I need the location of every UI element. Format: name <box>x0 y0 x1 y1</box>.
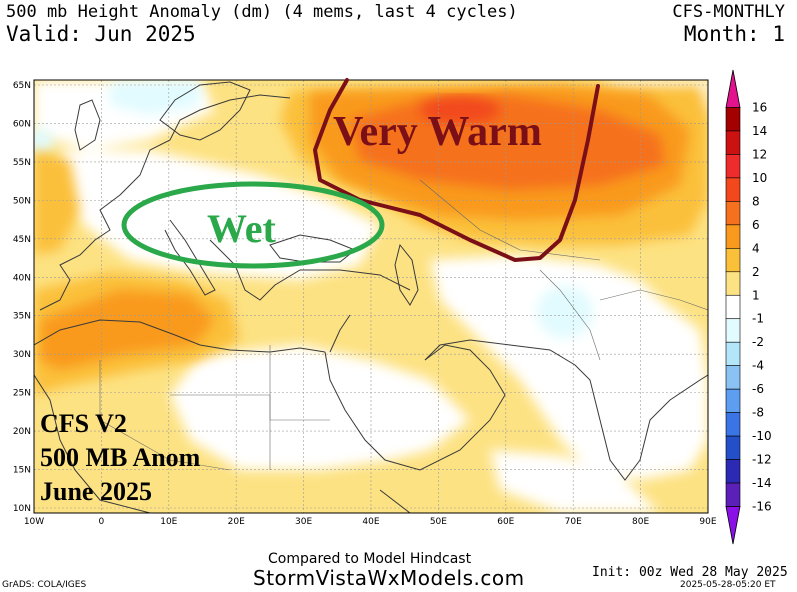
lon-label: 0 <box>99 517 105 527</box>
site-name: StormVistaWxModels.com <box>253 566 525 590</box>
lat-label: 15N <box>13 466 31 476</box>
caption-line-1: CFS V2 <box>40 409 127 438</box>
lat-label: 50N <box>13 196 31 206</box>
colorbar-swatch <box>725 482 741 507</box>
lon-label: 30E <box>295 517 312 527</box>
lon-label: 20E <box>228 517 245 527</box>
lon-label: 80E <box>632 517 649 527</box>
colorbar-label: -14 <box>752 476 772 490</box>
plot-frame <box>33 79 709 514</box>
colorbar-label: -8 <box>752 406 764 420</box>
colorbar-label: 14 <box>752 124 767 138</box>
wet-label: Wet <box>207 206 277 251</box>
colorbar-swatch <box>725 435 741 460</box>
colorbar-swatch <box>725 107 741 132</box>
lon-label: 40E <box>362 517 379 527</box>
colorbar-swatch <box>725 388 741 413</box>
wet-outline <box>121 181 385 269</box>
colorbar-label: 12 <box>752 147 767 161</box>
colorbar-swatch <box>725 365 741 390</box>
cfs-caption: CFS V2 500 MB Anom June 2025 <box>40 409 201 506</box>
lon-label: 60E <box>497 517 514 527</box>
colorbar-swatch <box>725 412 741 437</box>
lat-label: 40N <box>13 273 31 283</box>
caption-line-3: June 2025 <box>40 477 152 506</box>
colorbar-label: 1 <box>752 288 760 302</box>
colorbar-swatch <box>725 318 741 343</box>
chart-title: 500 mb Height Anomaly (dm) (4 mems, last… <box>6 2 518 22</box>
lat-label: 65N <box>13 81 31 91</box>
colorbar-label: 2 <box>752 265 760 279</box>
longitude-labels: 10W 0 10E 20E 30E 40E 50E 60E 70E 80E 90E <box>24 517 717 527</box>
colorbar-swatch <box>725 154 741 179</box>
borders <box>99 179 708 471</box>
lat-label: 25N <box>13 389 31 399</box>
colorbar-label: -4 <box>752 359 764 373</box>
colorbar-swatch <box>725 271 741 296</box>
colorbar-label: -16 <box>752 500 772 514</box>
colorbar-label: -2 <box>752 335 764 349</box>
init-time: Init: 00z Wed 28 May 2025 <box>592 565 788 580</box>
anomaly-shading <box>34 80 708 513</box>
very-warm-label: Very Warm <box>333 109 542 155</box>
lat-label: 10N <box>13 504 31 514</box>
lat-label: 45N <box>13 235 31 245</box>
warm-outline <box>313 78 600 262</box>
colorbar-label: -10 <box>752 429 772 443</box>
colorbar-label: -12 <box>752 453 772 467</box>
compared-note: Compared to Model Hindcast <box>268 551 472 567</box>
colorbar-swatch <box>725 224 741 249</box>
colorbar <box>725 69 741 545</box>
caption-line-2: 500 MB Anom <box>40 443 201 472</box>
lat-label: 20N <box>13 427 31 437</box>
latitude-labels: 65N 60N 55N 50N 45N 40N 35N 30N 25N 20N 15N 10N <box>13 81 31 514</box>
colorbar-label: -6 <box>752 382 764 396</box>
colorbar-swatch <box>725 130 741 155</box>
lon-label: 10W <box>24 517 44 527</box>
forecast-month: Month: 1 <box>683 22 785 46</box>
grads-credit: GrADS: COLA/IGES <box>2 580 87 590</box>
colorbar-label: 4 <box>752 241 760 255</box>
lat-label: 60N <box>13 119 31 129</box>
valid-date: Valid: Jun 2025 <box>6 22 196 46</box>
colorbar-label: 10 <box>752 171 767 185</box>
colorbar-swatch <box>725 201 741 226</box>
model-name: CFS-MONTHLY <box>672 2 785 22</box>
colorbar-swatch <box>725 341 741 366</box>
lon-label: 10E <box>160 517 177 527</box>
lat-label: 30N <box>13 350 31 360</box>
lat-label: 35N <box>13 312 31 322</box>
lon-label: 50E <box>430 517 447 527</box>
coastlines <box>34 81 708 513</box>
colorbar-label: -1 <box>752 312 764 326</box>
colorbar-label: 8 <box>752 194 760 208</box>
colorbar-label: 16 <box>752 100 767 114</box>
colorbar-swatch <box>725 177 741 202</box>
colorbar-labels: 16 14 12 10 8 6 4 2 1 -1 -2 -4 -6 -8 -10 -12 -14 -16 <box>752 100 772 513</box>
lat-label: 55N <box>13 158 31 168</box>
colorbar-swatch <box>725 459 741 484</box>
timestamp: 2025-05-28-05:20 ET <box>680 580 776 590</box>
colorbar-label: 6 <box>752 218 760 232</box>
lon-label: 90E <box>699 517 716 527</box>
colorbar-swatch <box>725 294 741 320</box>
colorbar-cap-bottom <box>725 506 741 545</box>
lon-label: 70E <box>565 517 582 527</box>
colorbar-cap-top <box>725 69 741 108</box>
colorbar-swatch <box>725 248 741 273</box>
